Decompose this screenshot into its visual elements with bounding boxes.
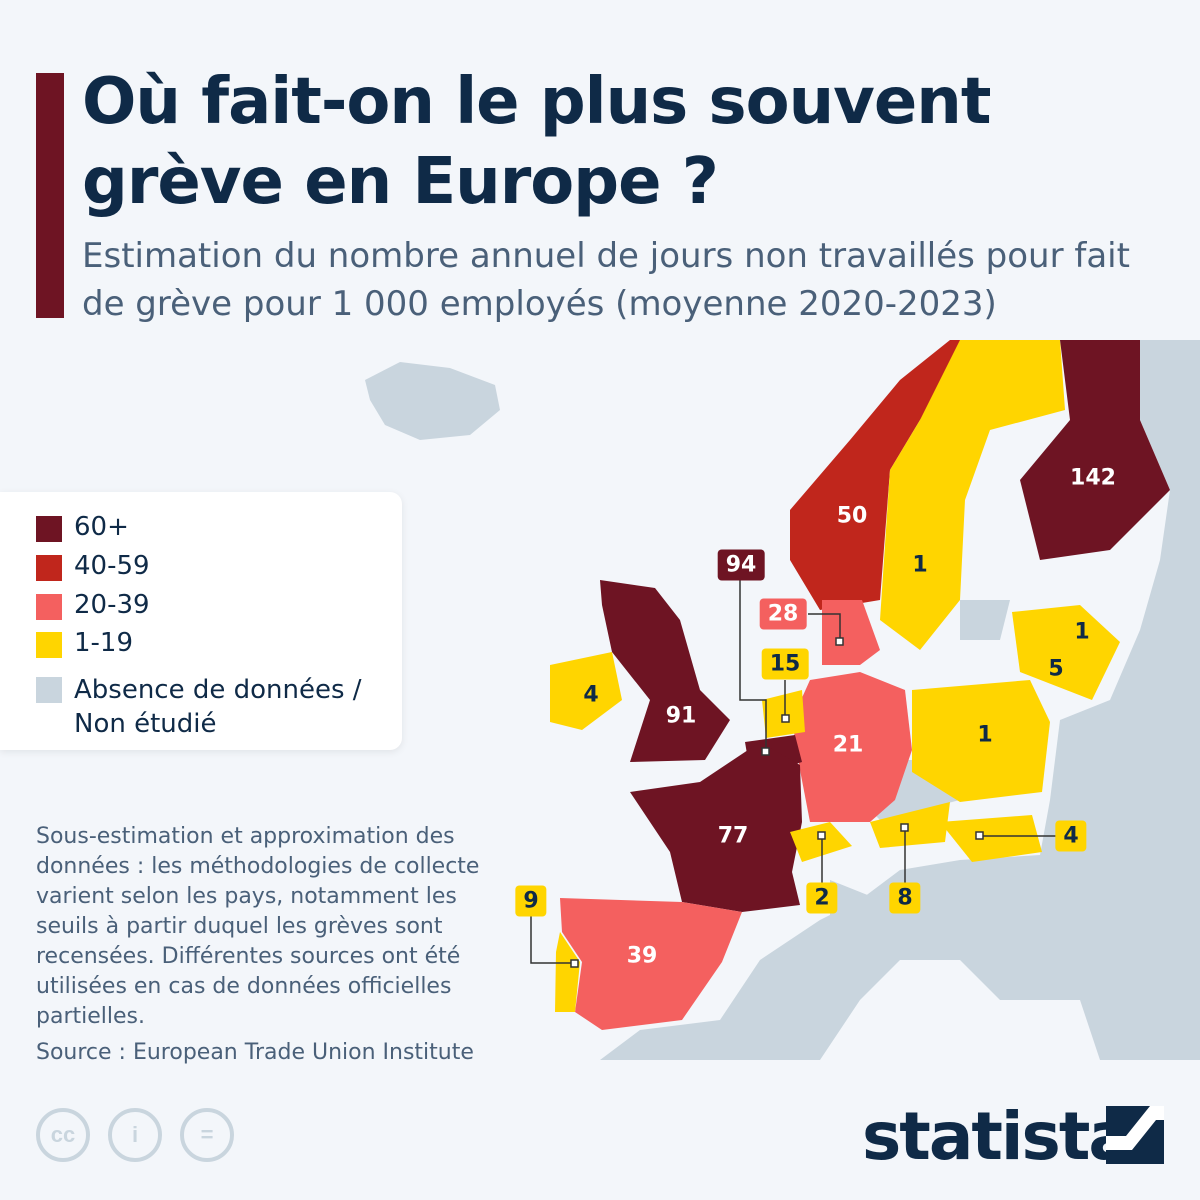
country-spain [560,898,742,1030]
cc-license-icon[interactable]: cc [36,1108,90,1162]
country-austria [870,802,950,848]
label-finland: 142 [1070,465,1116,491]
label-germany: 21 [832,732,864,758]
country-lithuania-latvia [1012,605,1120,700]
country-finland [1020,340,1170,560]
label-ireland: 4 [583,682,599,708]
country-sweden [880,340,1065,650]
leader-markers [570,637,984,968]
label-poland: 1 [977,722,993,748]
label-netherlands: 15 [761,648,809,680]
country-denmark [822,600,880,665]
label-latvia: 1 [1074,619,1090,645]
legend-swatch [36,555,62,581]
attribution-icon[interactable]: i [108,1108,162,1162]
legend-item: 60+ [36,512,129,542]
legend-item: 1-19 [36,628,133,658]
label-portugal: 9 [515,885,547,917]
legend-label: 1-19 [74,628,134,658]
legend-item: 40-59 [36,551,150,581]
country-netherlands [762,690,805,738]
country-germany [792,672,912,822]
legend-swatch [36,677,62,703]
no-derivatives-icon[interactable]: = [180,1108,234,1162]
page-title: Où fait-on le plus souvent grève en Euro… [82,65,991,219]
country-switzerland [790,822,852,862]
legend-swatch [36,516,62,542]
leader-lines [530,580,1056,964]
label-hungary: 4 [1055,820,1087,852]
methodology-note: Sous-estimation et approximation des don… [36,824,480,1029]
legend-label: 40-59 [74,551,150,581]
label-spain: 39 [626,943,658,969]
legend-swatch [36,632,62,658]
source-text: Source : European Trade Union Institute [36,1040,474,1065]
legend-label: 20-39 [74,590,150,620]
country-poland [912,680,1050,802]
statista-logo-icon [1106,1106,1164,1164]
label-lithuania: 5 [1048,656,1064,682]
legend: 60+ 40-59 20-39 1-19 Absence de données … [0,492,402,750]
legend-item: 20-39 [36,590,150,620]
statista-logo[interactable]: statista [862,1098,1133,1175]
label-sweden: 1 [912,552,928,578]
country-portugal [555,932,580,1012]
label-austria: 8 [889,882,921,914]
legend-item: Absence de données / Non étudié [36,673,366,741]
label-belgium: 94 [717,549,765,581]
country-ireland [550,652,622,730]
label-uk: 91 [665,703,697,729]
country-france [630,742,802,912]
accent-bar [36,73,64,318]
legend-label: 60+ [74,512,129,542]
label-france: 77 [717,823,749,849]
page-subtitle: Estimation du nombre annuel de jours non… [82,236,1130,324]
country-norway [790,340,985,610]
legend-swatch [36,594,62,620]
label-norway: 50 [836,503,868,529]
legend-label: Absence de données / Non étudié [74,675,362,739]
label-denmark: 28 [759,598,807,630]
country-uk [600,580,730,762]
country-hungary [940,815,1042,862]
label-switzerland: 2 [806,882,838,914]
country-iceland [365,362,500,440]
